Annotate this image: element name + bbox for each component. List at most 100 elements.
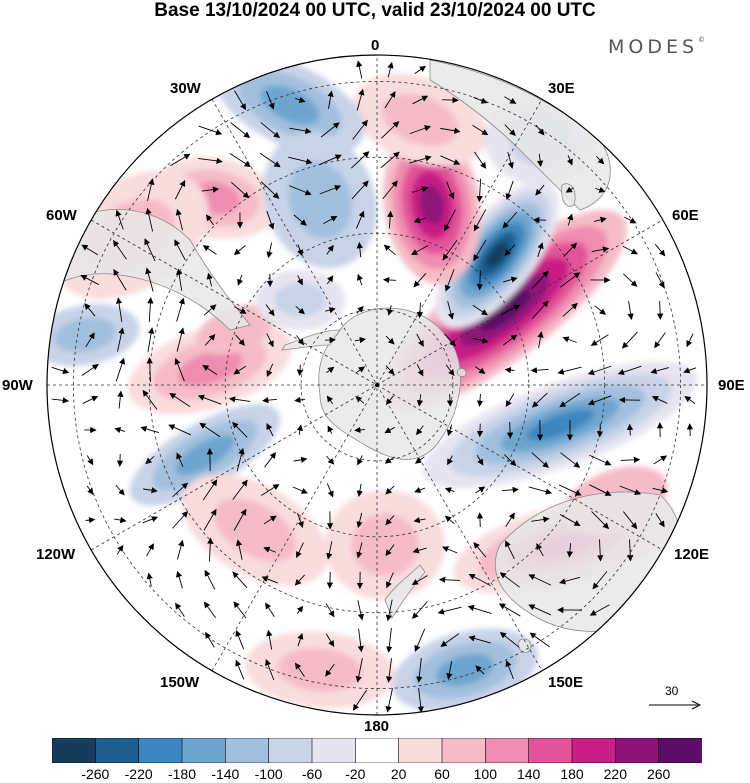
colorbar-tick-label: 100 xyxy=(473,766,498,782)
wind-vector xyxy=(356,305,364,314)
wind-vector xyxy=(289,127,312,135)
wind-vector xyxy=(355,658,363,683)
wind-vector xyxy=(626,423,634,436)
lon-label-0: 0 xyxy=(371,37,380,54)
brand-mark: © xyxy=(698,36,706,44)
wind-vector xyxy=(385,688,393,713)
wind-vector xyxy=(528,604,552,616)
colorbar-tick-label: 220 xyxy=(603,766,628,782)
wind-vector xyxy=(297,275,303,286)
wind-vector xyxy=(233,365,247,375)
wind-vector xyxy=(382,180,398,200)
wind-vector xyxy=(412,601,428,620)
colorbar-tick-label: -220 xyxy=(124,766,153,782)
wind-vector xyxy=(387,305,394,316)
colorbar-tick-label: -180 xyxy=(167,766,197,782)
wind-vector xyxy=(560,452,581,468)
wind-vector xyxy=(567,213,574,226)
wind-vector xyxy=(531,452,549,469)
wind-vector xyxy=(114,427,126,434)
wind-vector xyxy=(442,546,458,554)
wind-vector xyxy=(447,301,455,320)
wind-vector xyxy=(384,456,395,464)
wind-vector xyxy=(323,215,338,225)
wind-vector xyxy=(416,425,424,436)
wind-vector xyxy=(558,484,582,496)
colorbar-tick-label: -20 xyxy=(345,766,366,782)
wind-vector xyxy=(504,124,516,137)
wind-vector xyxy=(235,334,245,346)
wind-vector xyxy=(536,543,544,557)
wind-vector xyxy=(266,423,274,437)
wind-vector xyxy=(530,367,549,374)
wind-vector xyxy=(654,244,666,257)
wind-vector xyxy=(528,486,553,495)
wind-vector xyxy=(437,606,462,615)
wind-vector xyxy=(655,513,665,528)
wind-vector xyxy=(444,333,456,347)
wind-vector xyxy=(446,661,453,680)
wind-vector xyxy=(198,125,223,136)
colorbar-tick-label: 20 xyxy=(390,766,407,782)
colorbar-bin xyxy=(311,738,357,763)
wind-vector xyxy=(386,628,393,653)
wind-vector xyxy=(357,628,364,653)
wind-vector xyxy=(505,512,515,527)
wind-vector xyxy=(654,332,666,349)
wind-vector xyxy=(503,334,518,346)
wind-vector xyxy=(506,421,514,439)
lon-label-60w: 60W xyxy=(46,207,77,224)
wind-vector xyxy=(557,366,582,375)
wind-vector xyxy=(502,211,518,229)
wind-vector xyxy=(231,181,250,199)
wind-vector xyxy=(327,90,334,109)
anomaly-contour xyxy=(420,185,444,225)
wind-vector xyxy=(587,395,612,406)
wind-vector xyxy=(297,244,304,257)
wind-vector xyxy=(622,245,638,255)
wind-vector xyxy=(294,574,305,586)
wind-vector xyxy=(591,511,610,530)
wind-vector xyxy=(266,210,275,230)
wind-vector xyxy=(473,209,487,232)
anomaly-contour xyxy=(277,648,363,692)
wind-vector xyxy=(472,124,489,136)
lon-label-150w: 150W xyxy=(160,674,200,691)
wind-vector xyxy=(85,516,96,524)
wind-vector xyxy=(319,185,342,195)
wind-vector xyxy=(686,333,694,348)
colorbar-bin xyxy=(268,738,313,763)
wind-vector xyxy=(233,245,246,256)
wind-vector xyxy=(380,151,400,169)
wind-vector xyxy=(292,486,308,494)
wind-vector xyxy=(475,366,486,374)
wind-vector xyxy=(414,65,426,75)
wind-vector xyxy=(147,327,155,352)
wind-vector xyxy=(325,633,335,648)
wind-vector xyxy=(206,272,213,287)
africa xyxy=(429,59,611,211)
wind-vector xyxy=(112,240,127,260)
wind-vector xyxy=(296,512,304,528)
wind-vector xyxy=(356,542,363,559)
wind-vector xyxy=(288,185,312,196)
wind-vector xyxy=(592,571,608,590)
wind-vector xyxy=(326,244,334,255)
wind-vector xyxy=(263,546,276,553)
anomaly-contour xyxy=(260,85,320,125)
wind-vector xyxy=(505,393,515,408)
wind-vector xyxy=(589,484,612,496)
wind-vector xyxy=(597,539,604,562)
wind-vector xyxy=(295,305,305,315)
wind-vector xyxy=(412,186,429,193)
wind-vector xyxy=(531,516,550,523)
new-zealand xyxy=(384,564,426,619)
wind-vector xyxy=(444,487,455,494)
wind-vector xyxy=(503,454,517,467)
wind-vector xyxy=(207,537,214,562)
wind-vector xyxy=(147,178,155,201)
wind-vector xyxy=(114,516,127,524)
wind-vector xyxy=(198,157,223,165)
lon-label-30e: 30E xyxy=(548,80,575,97)
wind-vector xyxy=(140,425,159,433)
